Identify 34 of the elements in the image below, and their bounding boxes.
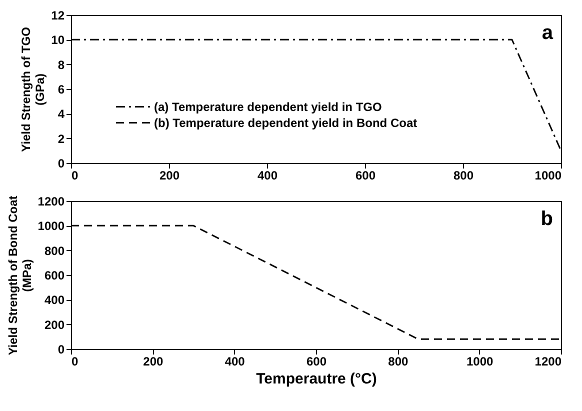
x-tick-label: 400 xyxy=(224,354,246,368)
y-tick-label: 800 xyxy=(44,244,65,258)
x-tick-label: 1000 xyxy=(466,354,494,368)
legend-label: (a) Temperature dependent yield in TGO xyxy=(154,100,382,114)
y-tick-label: 1000 xyxy=(38,219,65,234)
x-tick-label: 400 xyxy=(257,168,278,182)
x-tick-label: 0 xyxy=(72,168,78,182)
y-axis-title: Yield Strength of TGO (GPa) xyxy=(19,27,48,152)
x-axis-title: Temperautre (°C) xyxy=(256,370,377,388)
x-tick-label: 0 xyxy=(72,354,78,368)
x-tick-label: 800 xyxy=(388,354,408,368)
text: (b) Temperature dependent yield in Bond Coat xyxy=(154,116,418,130)
y-tick-label: 200 xyxy=(44,318,65,332)
y-tick-label: 10 xyxy=(51,33,65,48)
y-tick-label: 2 xyxy=(58,132,65,146)
y-tick-label: 1200 xyxy=(38,194,65,208)
y-tick-label: 6 xyxy=(58,82,65,96)
annotation: a xyxy=(542,22,554,44)
x-tick-label: 200 xyxy=(143,354,164,368)
x-tick-label: 800 xyxy=(453,168,474,182)
x-tick-label: 600 xyxy=(306,354,327,368)
y-tick-label: 400 xyxy=(44,293,65,308)
y-tick-label: 4 xyxy=(58,107,65,122)
y-tick-label: 8 xyxy=(58,58,65,72)
x-tick-label: 1200 xyxy=(534,354,562,368)
x-tick-label: 1000 xyxy=(534,168,562,182)
y-tick-label: 0 xyxy=(58,156,65,170)
x-tick-label: 600 xyxy=(355,168,376,182)
y-tick-label: 600 xyxy=(44,268,65,282)
y-tick-label: 0 xyxy=(58,342,65,356)
y-axis-title: Yield Strength of Bond Coat (MPa) xyxy=(6,196,34,356)
y-tick-label: 12 xyxy=(51,8,65,22)
x-tick-label: 200 xyxy=(159,168,180,182)
annotation: b xyxy=(540,208,553,230)
